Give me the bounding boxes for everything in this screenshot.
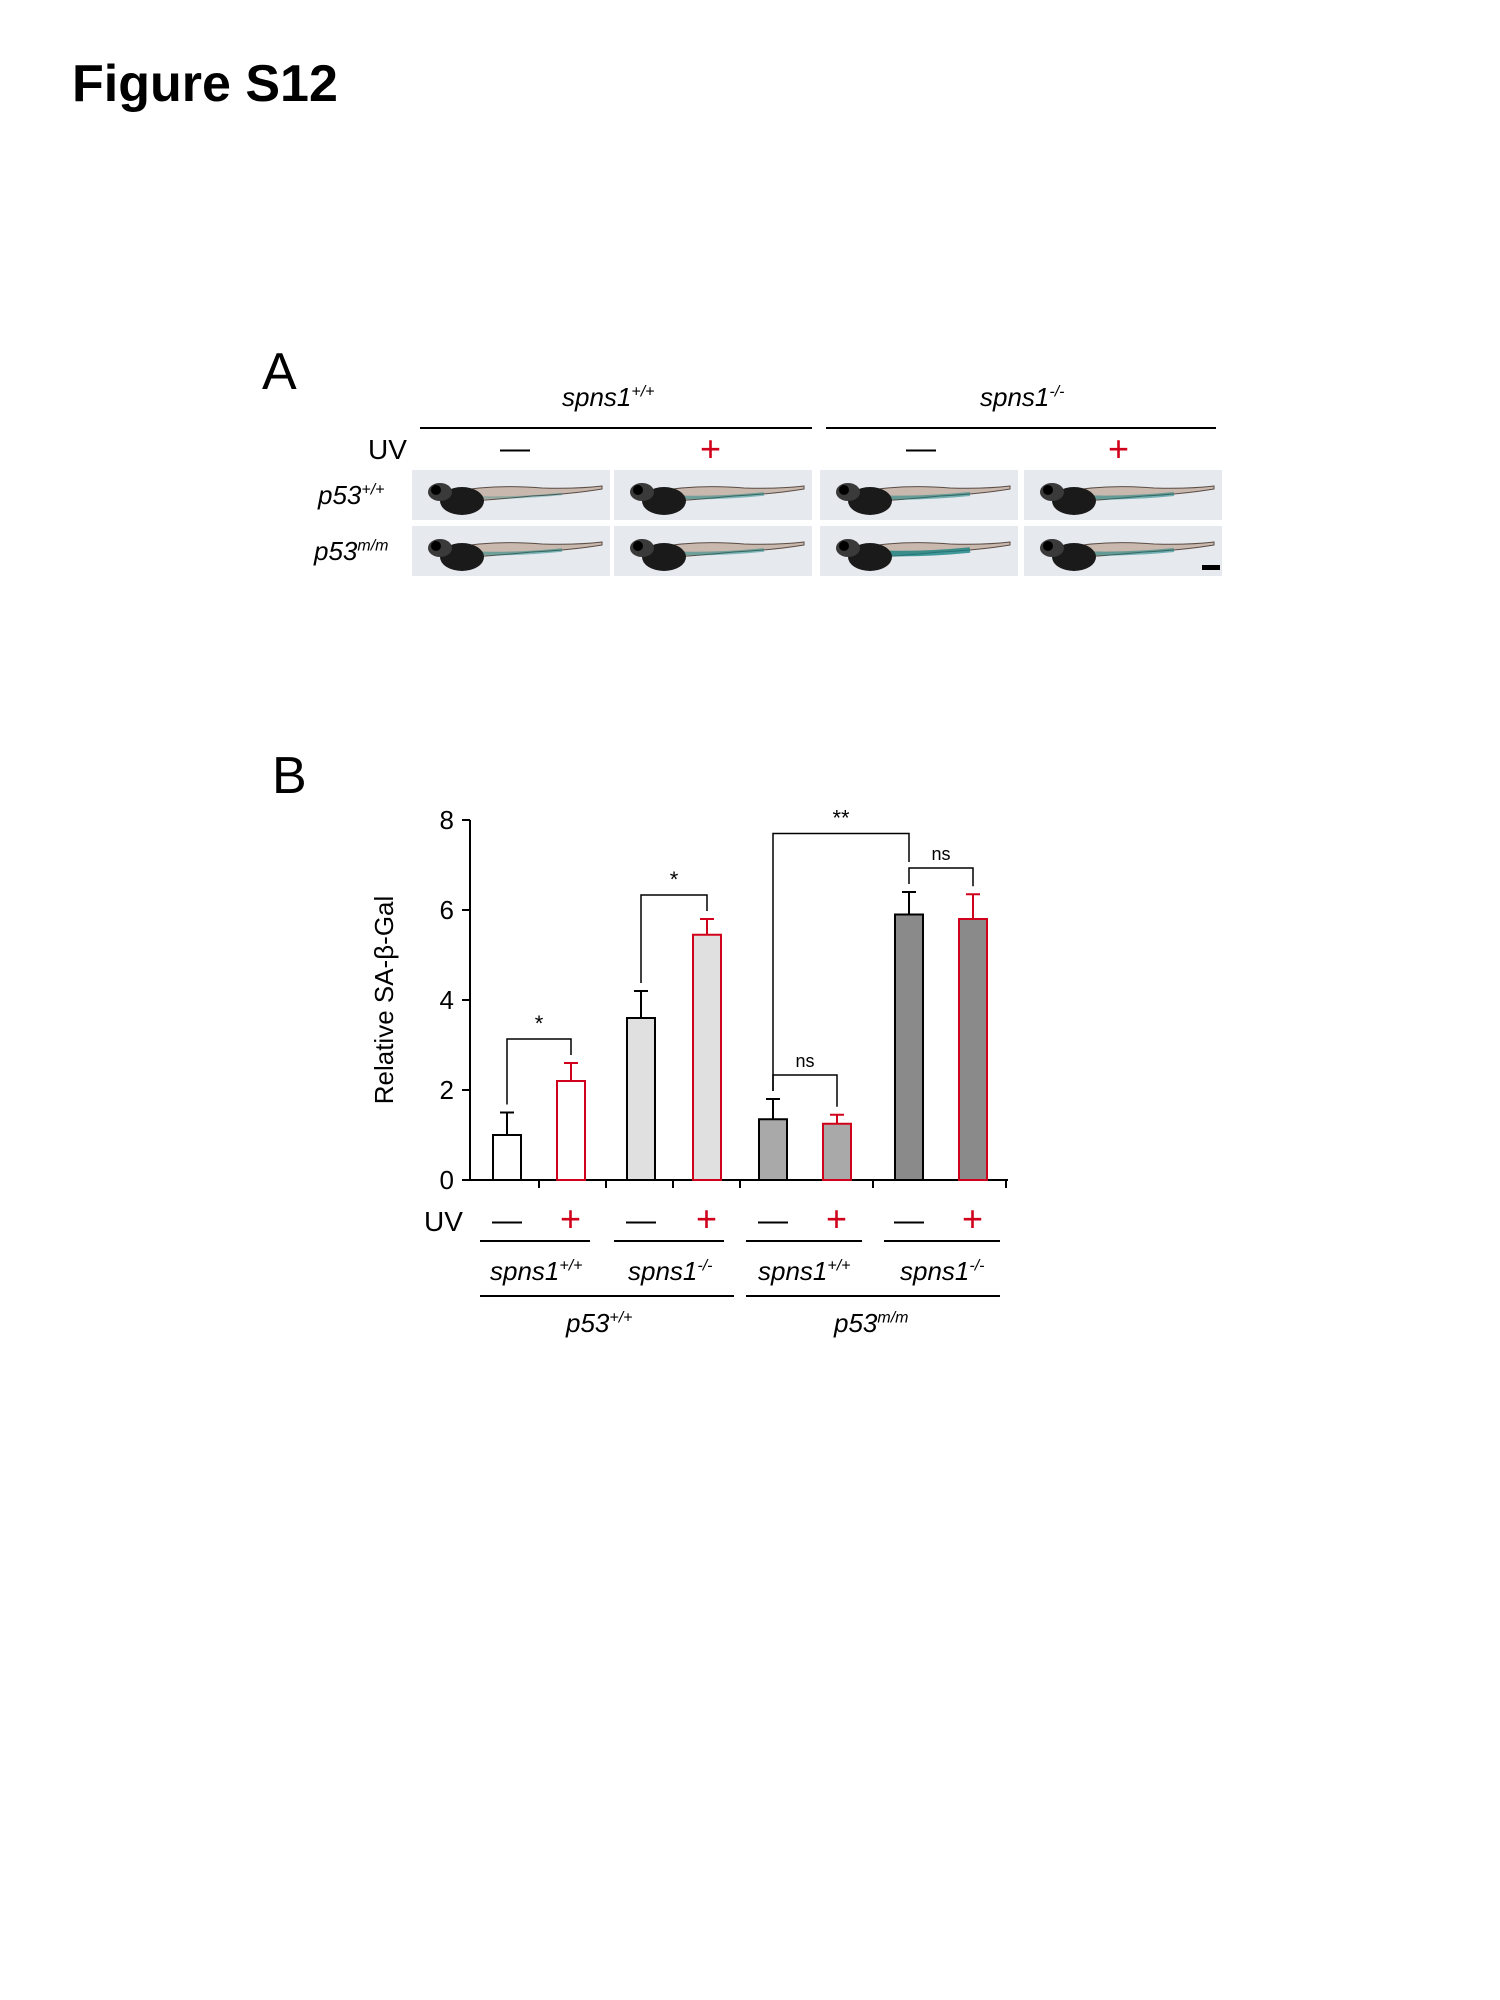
larva-photo xyxy=(820,526,1018,576)
bar xyxy=(556,1080,586,1181)
p53-label: p53+/+ xyxy=(566,1308,633,1338)
significance-label: * xyxy=(670,867,679,892)
bar xyxy=(626,1017,656,1181)
uv-minus: — xyxy=(492,1204,522,1237)
y-tick-label: 8 xyxy=(440,805,454,835)
panel-a-uv-label: UV xyxy=(368,434,407,465)
group-underline xyxy=(746,1240,862,1242)
uv-plus: + xyxy=(826,1198,848,1239)
group-underline xyxy=(420,427,812,429)
scale-bar xyxy=(1202,565,1220,570)
significance-bracket xyxy=(506,1038,572,1105)
row-label-p53-mm: p53m/m xyxy=(314,536,389,566)
bar xyxy=(492,1134,522,1181)
larva-photo xyxy=(614,470,812,520)
group-underline xyxy=(480,1295,734,1297)
panel-a-group-ko: spns1-/- xyxy=(980,382,1065,412)
bar xyxy=(822,1122,852,1181)
p53-label: p53m/m xyxy=(834,1308,909,1338)
uv-minus: — xyxy=(500,432,530,465)
significance-bracket xyxy=(772,832,910,1091)
group-underline xyxy=(884,1240,1000,1242)
uv-plus: + xyxy=(962,1198,984,1239)
significance-bracket xyxy=(772,1074,838,1107)
spns-label: spns1-/- xyxy=(900,1256,985,1286)
spns-label: spns1+/+ xyxy=(490,1256,583,1286)
significance-bracket xyxy=(908,867,974,887)
larva-photo xyxy=(614,526,812,576)
bar xyxy=(894,913,924,1181)
panel-b-uv-label: UV xyxy=(424,1206,463,1237)
uv-plus: + xyxy=(1108,428,1130,469)
spns-label: spns1-/- xyxy=(628,1256,713,1286)
larva-photo xyxy=(412,526,610,576)
y-tick-label: 0 xyxy=(440,1165,454,1195)
uv-plus: + xyxy=(696,1198,718,1239)
panel-b-letter: B xyxy=(272,747,307,805)
uv-minus: — xyxy=(906,432,936,465)
significance-label: ** xyxy=(832,806,850,831)
larva-photo xyxy=(1024,470,1222,520)
uv-plus: + xyxy=(560,1198,582,1239)
uv-minus: — xyxy=(894,1204,924,1237)
group-underline xyxy=(614,1240,724,1242)
y-tick-label: 4 xyxy=(440,985,454,1015)
uv-plus: + xyxy=(700,428,722,469)
significance-label: * xyxy=(535,1011,544,1036)
larva-photo xyxy=(820,470,1018,520)
uv-minus: — xyxy=(758,1204,788,1237)
y-axis-label: Relative SA-β-Gal xyxy=(369,896,399,1105)
group-underline xyxy=(746,1295,1000,1297)
row-label-p53-wt: p53+/+ xyxy=(318,480,385,510)
larva-photo xyxy=(1024,526,1222,576)
larva-photo xyxy=(412,470,610,520)
figure-title: Figure S12 xyxy=(72,55,338,113)
y-tick-label: 2 xyxy=(440,1075,454,1105)
bar xyxy=(758,1118,788,1181)
group-underline xyxy=(826,427,1216,429)
bar xyxy=(692,933,722,1181)
panel-a-letter: A xyxy=(262,343,297,401)
y-tick-label: 6 xyxy=(440,895,454,925)
group-underline xyxy=(480,1240,590,1242)
spns-label: spns1+/+ xyxy=(758,1256,851,1286)
panel-a-group-wt: spns1+/+ xyxy=(562,382,655,412)
significance-label: ns xyxy=(795,1051,814,1071)
significance-label: ns xyxy=(931,844,950,864)
bar xyxy=(958,918,988,1181)
significance-bracket xyxy=(640,894,708,983)
uv-minus: — xyxy=(626,1204,656,1237)
